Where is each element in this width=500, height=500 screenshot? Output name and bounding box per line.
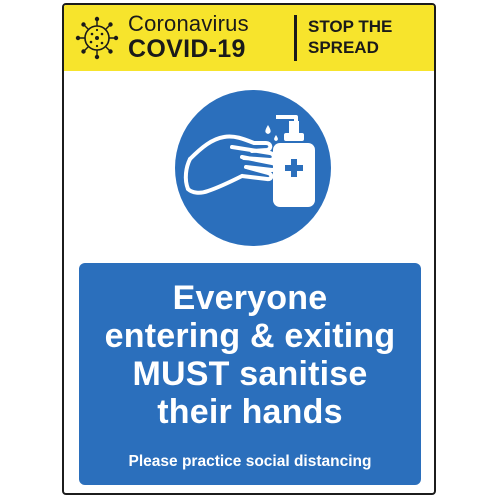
hand-sanitiser-icon: [175, 90, 331, 246]
message-line3: MUST sanitise: [132, 355, 368, 394]
title-covid: COVID-19: [128, 35, 246, 63]
social-distancing-note: Please practice social distancing: [128, 453, 372, 470]
tagline-line1: STOP THE: [308, 17, 393, 36]
title-coronavirus: Coronavirus: [128, 11, 249, 36]
message-line2: entering & exiting: [104, 317, 396, 356]
header-divider: [294, 15, 297, 61]
virus-icon: [75, 16, 119, 60]
tagline-line2: SPREAD: [308, 38, 379, 58]
message-panel: Everyone entering & exiting MUST sanitis…: [79, 263, 421, 485]
header-title: Coronavirus COVID-19: [128, 11, 249, 62]
sign-header: Coronavirus COVID-19 STOP THE SPREAD: [64, 5, 434, 71]
message-line4: their hands: [157, 393, 343, 432]
stop-the-spread: STOP THE SPREAD: [308, 16, 428, 59]
message-line1: Everyone: [172, 279, 328, 317]
main-message: Everyone entering & exiting MUST sanitis…: [79, 263, 421, 431]
safety-sign: Coronavirus COVID-19 STOP THE SPREAD Eve…: [62, 3, 436, 495]
